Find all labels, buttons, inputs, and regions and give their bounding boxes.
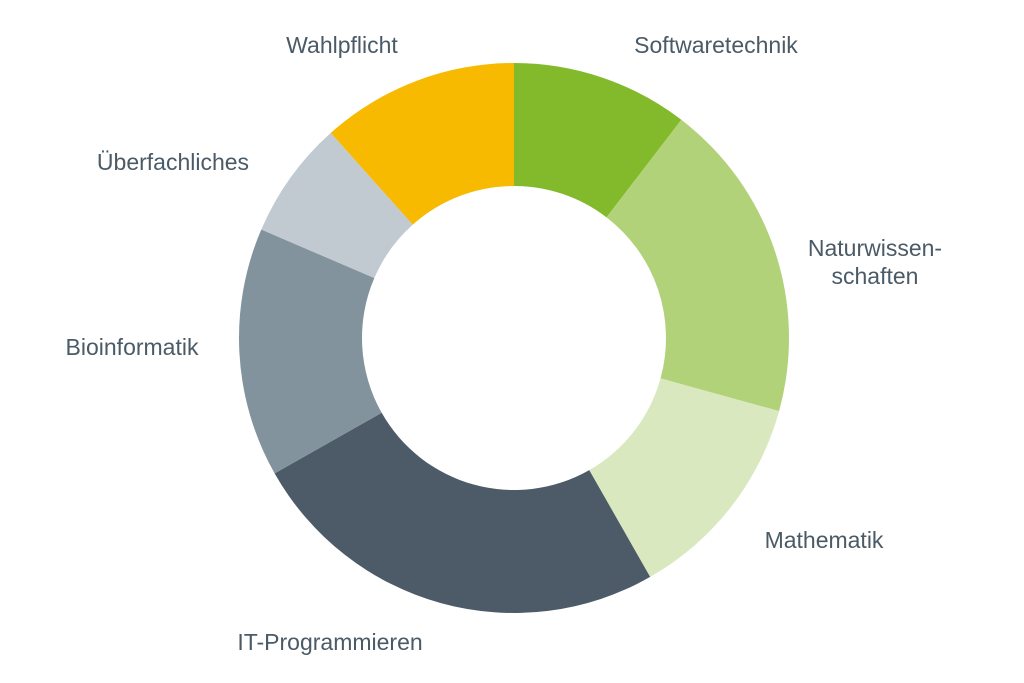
donut-slice-4 [239, 229, 382, 474]
donut-labels: Softwaretechnik Naturwissen-schaften Mathe… [66, 32, 943, 655]
slice-label-0: Softwaretechnik [634, 32, 798, 58]
slice-label-4: Bioinformatik [66, 334, 199, 360]
donut-slice-3 [274, 412, 651, 613]
slice-label-1: Naturwissen-schaften [808, 235, 942, 289]
slice-label-3: IT-Programmieren [237, 629, 422, 655]
slice-label-6: Wahlpflicht [286, 32, 398, 58]
donut-slice-5 [261, 132, 413, 279]
slice-label-2: Mathematik [765, 527, 884, 553]
donut-slice-1 [606, 119, 790, 412]
slice-label-5: Überfachliches [97, 149, 249, 175]
donut-slice-0 [514, 63, 682, 218]
donut-slices [239, 62, 790, 613]
donut-slice-2 [589, 378, 780, 577]
donut-slice-6 [330, 62, 514, 225]
